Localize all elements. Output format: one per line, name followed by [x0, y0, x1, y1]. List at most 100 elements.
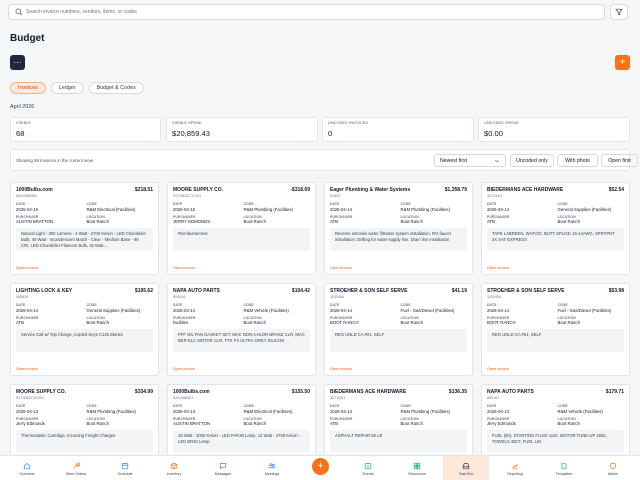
date-label: DATE — [16, 303, 26, 307]
filter-icon — [615, 8, 623, 16]
date-label: DATE — [330, 303, 340, 307]
purchaser-value: AUSTIN BRATTON — [16, 219, 54, 224]
invoice-card[interactable]: NAPA AUTO PARTS $104.42 894419 DATE 2026… — [167, 283, 316, 376]
date-label: DATE — [487, 404, 497, 408]
nav-item-work-orders[interactable]: Work Orders — [53, 456, 99, 480]
nav-label: Meetings — [264, 471, 280, 476]
invoice-amount: $1,358.79 — [444, 187, 467, 193]
nav-item-meetings[interactable]: Meetings — [249, 456, 295, 480]
date-value: 2026-04-13 — [487, 408, 509, 414]
tab-budget-codes[interactable]: Budget & Codes — [88, 82, 144, 94]
invoice-number: 1011404 — [487, 295, 502, 299]
invoice-card[interactable]: BIEDERMANS ACE HARDWARE $52.54 327133/1 … — [481, 182, 630, 275]
calendar-icon — [121, 462, 129, 469]
date-label: DATE — [330, 202, 340, 206]
open-invoice-link[interactable]: Open invoice — [487, 266, 510, 270]
add-invoice-button[interactable]: + — [615, 55, 630, 70]
date-value: 2026-04-14 — [173, 307, 195, 313]
invoice-number: 51523 — [330, 194, 341, 198]
chevron-down-icon — [494, 159, 500, 162]
stat-value: 0 — [328, 129, 333, 138]
page-title: Budget — [10, 33, 45, 44]
open-invoice-link[interactable]: Open invoice — [173, 367, 196, 371]
code-value: R&M Electrical (Facilities) — [243, 408, 293, 414]
location-label: LOCATION — [243, 315, 262, 320]
code-value: R&M Electrical (Facilities) — [86, 206, 136, 212]
invoice-card[interactable]: STROEHER & SON SELF SERVE $41.19 1011806… — [324, 283, 473, 376]
admin-icon — [610, 462, 616, 469]
date-label: DATE — [16, 404, 26, 408]
invoice-amount: -$318.69 — [290, 187, 310, 193]
code-value: R&M Plumbing (Facilities) — [86, 408, 136, 414]
location-value: Boot Ranch — [557, 219, 580, 224]
invoice-card[interactable]: 1000Bulbs.com $155.50 INV1086591 DATE 20… — [167, 384, 316, 454]
line-items: REG UNLD CA #01, SELF — [330, 329, 467, 352]
date-label: DATE — [173, 303, 183, 307]
nav-item-schedule[interactable]: Schedule — [102, 456, 148, 480]
stat-visible: VISIBLE 68 — [10, 117, 161, 142]
with-photo-button[interactable]: With photo — [557, 154, 598, 167]
tab-invoices[interactable]: Invoices — [10, 82, 46, 94]
nav-label: Resources — [408, 471, 426, 476]
code-value: General Supplies (Facilities) — [86, 307, 141, 313]
search-bar[interactable] — [8, 4, 605, 20]
stat-label: VISIBLE — [16, 121, 32, 125]
date-value: 2026-04-14 — [487, 206, 509, 212]
code-value: General Supplies (Facilities) — [557, 206, 612, 212]
invoice-card[interactable]: NAPA AUTO PARTS $179.71 895167 DATE 2026… — [481, 384, 630, 454]
purchaser-value: BOOT RANCH — [330, 320, 359, 325]
quick-add-button[interactable]: + — [312, 458, 329, 475]
open-first-button[interactable]: Open first — [601, 154, 638, 167]
line-items: REG UNLD CA #01, SELF — [487, 329, 624, 352]
location-label: LOCATION — [243, 416, 262, 421]
reporting-icon — [512, 463, 518, 469]
purchaser-label: PURCHASER — [487, 315, 510, 320]
nav-item-templates[interactable]: Templates — [541, 456, 587, 480]
vendor-name: Eager Plumbing & Water Systems — [330, 187, 411, 193]
invoice-card[interactable]: MOORE SUPPLY CO. -$318.69 S179602172.001… — [167, 182, 316, 275]
search-input[interactable] — [26, 9, 586, 15]
nav-item-admin[interactable]: Admin — [590, 456, 636, 480]
nav-item-reporting[interactable]: Reporting — [492, 456, 538, 480]
vendor-name: BIEDERMANS ACE HARDWARE — [487, 187, 564, 193]
date-value: 2026-04-15 — [173, 206, 195, 212]
more-options-button[interactable]: ··· — [10, 55, 25, 70]
nav-item-overview[interactable]: Overview — [4, 456, 50, 480]
invoice-number: 1011806 — [330, 295, 345, 299]
nav-item-task-box[interactable]: Task Box — [443, 456, 489, 480]
invoice-card[interactable]: LIGHTING LOCK & KEY $195.62 455629 DATE … — [10, 283, 159, 376]
filter-button[interactable] — [610, 4, 628, 20]
date-value: 2026-04-13 — [16, 408, 38, 414]
code-label: CODE — [86, 202, 97, 206]
purchaser-label: PURCHASER — [330, 315, 353, 320]
open-invoice-link[interactable]: Open invoice — [16, 367, 39, 371]
tab-ledger[interactable]: Ledger — [50, 82, 84, 94]
code-label: CODE — [400, 202, 411, 206]
nav-item-events[interactable]: Events — [345, 456, 391, 480]
nav-label: Work Orders — [65, 471, 87, 476]
invoice-amount: $195.62 — [134, 288, 153, 294]
code-label: CODE — [400, 303, 411, 307]
open-invoice-link[interactable]: Open invoice — [330, 266, 353, 270]
code-label: CODE — [243, 303, 254, 307]
sort-select[interactable]: Newest first — [434, 154, 506, 167]
invoice-card[interactable]: BIEDERMANS ACE HARDWARE $136.35 327100/1… — [324, 384, 473, 454]
invoice-card[interactable]: 1000Bulbs.com $218.51 INV1086986 DATE 20… — [10, 182, 159, 275]
location-value: Boot Ranch — [243, 320, 266, 325]
invoice-amount: $53.98 — [608, 288, 624, 294]
nav-item-resources[interactable]: Resources — [394, 456, 440, 480]
nav-item-inventory[interactable]: Inventory — [151, 456, 197, 480]
invoice-amount: $179.71 — [605, 389, 624, 395]
location-value: Boot Ranch — [243, 421, 266, 426]
open-invoice-link[interactable]: Open invoice — [487, 367, 510, 371]
open-invoice-link[interactable]: Open invoice — [16, 266, 39, 270]
invoice-card[interactable]: Eager Plumbing & Water Systems $1,358.79… — [324, 182, 473, 275]
nav-label: Overview — [19, 471, 35, 476]
nav-item-messages[interactable]: Messages — [200, 456, 246, 480]
invoice-card[interactable]: STROEHER & SON SELF SERVE $53.98 1011404… — [481, 283, 630, 376]
uncoded-only-button[interactable]: Uncoded only — [510, 154, 554, 167]
invoice-card[interactable]: MOORE SUPPLY CO. $334.99 S179063723.001 … — [10, 384, 159, 454]
open-invoice-link[interactable]: Open invoice — [173, 266, 196, 270]
invoice-amount: $155.50 — [291, 389, 310, 395]
open-invoice-link[interactable]: Open invoice — [330, 367, 353, 371]
